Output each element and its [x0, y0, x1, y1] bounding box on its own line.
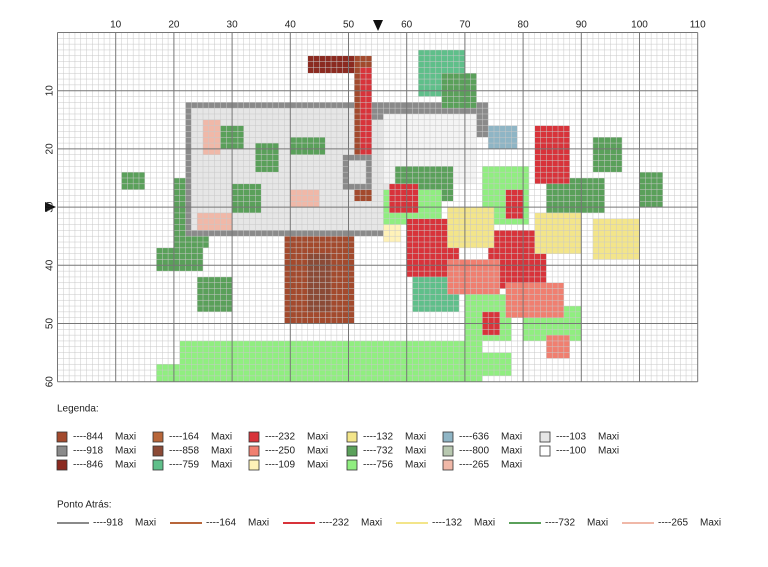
legend-thread: Maxi [405, 432, 426, 443]
backstitch-thread: Maxi [248, 518, 269, 529]
grid [57, 32, 699, 383]
top-axis-label: 50 [343, 20, 355, 31]
top-axis-label: 40 [285, 20, 297, 31]
top-axis-label: 60 [401, 20, 413, 31]
legend-swatch [346, 445, 358, 457]
backstitch-thread: Maxi [700, 518, 721, 529]
stitch-block [185, 102, 192, 237]
top-axis-label: 80 [518, 20, 530, 31]
backstitch-thread: Maxi [135, 518, 156, 529]
stitch-block [383, 224, 401, 243]
center-arrow-top [373, 20, 383, 31]
legend-code: ----800 [459, 446, 489, 457]
legend-swatch [442, 445, 454, 457]
legend-swatch [442, 431, 454, 443]
left-axis-label: 20 [45, 143, 56, 155]
legend-thread: Maxi [307, 432, 328, 443]
legend-code: ----100 [556, 446, 586, 457]
legend-code: ----756 [363, 460, 393, 471]
legend-swatch [152, 459, 164, 471]
legend-code: ----918 [73, 446, 103, 457]
legend-swatch [248, 431, 260, 443]
legend-thread: Maxi [501, 446, 522, 457]
legend-swatch [56, 445, 68, 457]
legend-swatch [56, 431, 68, 443]
top-axis-label: 100 [631, 20, 648, 31]
top-axis-label: 20 [168, 20, 180, 31]
legend-swatch [442, 459, 454, 471]
legend-swatch [152, 431, 164, 443]
left-axis-label: 40 [45, 259, 56, 271]
legend-thread: Maxi [211, 446, 232, 457]
legend-thread: Maxi [598, 446, 619, 457]
legend-swatch [248, 459, 260, 471]
legend-swatch [346, 459, 358, 471]
legend-code: ----846 [73, 460, 103, 471]
legend-thread: Maxi [307, 446, 328, 457]
legend-thread: Maxi [598, 432, 619, 443]
legend-code: ----132 [363, 432, 393, 443]
left-axis-label: 10 [45, 85, 56, 97]
backstitch-code: ----232 [319, 518, 349, 529]
legend-code: ----732 [363, 446, 393, 457]
legend-code: ----858 [169, 446, 199, 457]
legend-thread: Maxi [115, 432, 136, 443]
stitch-block [389, 183, 419, 213]
legend-thread: Maxi [405, 460, 426, 471]
legend-code: ----265 [459, 460, 489, 471]
legend-thread: Maxi [501, 460, 522, 471]
backstitch-thread: Maxi [474, 518, 495, 529]
top-axis-label: 10 [110, 20, 122, 31]
left-axis-label: 60 [45, 376, 56, 388]
legend-code: ----844 [73, 432, 103, 443]
legend-swatch [346, 431, 358, 443]
backstitch-title: Ponto Atrás: [57, 500, 111, 511]
legend-thread: Maxi [501, 432, 522, 443]
backstitch-code: ----132 [432, 518, 462, 529]
top-axis-label: 90 [576, 20, 588, 31]
stitch-block [232, 183, 262, 213]
legend-code: ----103 [556, 432, 586, 443]
left-axis-label: 50 [45, 318, 56, 330]
backstitch-code: ----164 [206, 518, 236, 529]
backstitch-code: ----732 [545, 518, 575, 529]
legend-code: ----232 [265, 432, 295, 443]
legend-code: ----759 [169, 460, 199, 471]
backstitch-thread: Maxi [587, 518, 608, 529]
legend-thread: Maxi [211, 460, 232, 471]
legend-swatch [152, 445, 164, 457]
backstitch-thread: Maxi [361, 518, 382, 529]
top-axis-label: 70 [459, 20, 471, 31]
legend-swatch [56, 459, 68, 471]
legend-thread: Maxi [211, 432, 232, 443]
legend-code: ----109 [265, 460, 295, 471]
legend-thread: Maxi [115, 446, 136, 457]
backstitch-code: ----918 [93, 518, 123, 529]
top-axis-label: 30 [227, 20, 239, 31]
left-axis-label: 30 [45, 201, 56, 213]
backstitch-code: ----265 [658, 518, 688, 529]
legend-code: ----164 [169, 432, 199, 443]
stitch-block [290, 189, 320, 208]
stitch-block [505, 189, 524, 219]
top-axis-label: 110 [690, 20, 706, 31]
legend-title: Legenda: [57, 404, 99, 415]
legend-code: ----250 [265, 446, 295, 457]
center-arrow-left [45, 202, 56, 212]
legend-thread: Maxi [307, 460, 328, 471]
legend-swatch [248, 445, 260, 457]
legend-swatch [539, 445, 551, 457]
grid-thick [57, 32, 699, 383]
legend-thread: Maxi [115, 460, 136, 471]
legend-code: ----636 [459, 432, 489, 443]
legend-swatch [539, 431, 551, 443]
legend-thread: Maxi [405, 446, 426, 457]
